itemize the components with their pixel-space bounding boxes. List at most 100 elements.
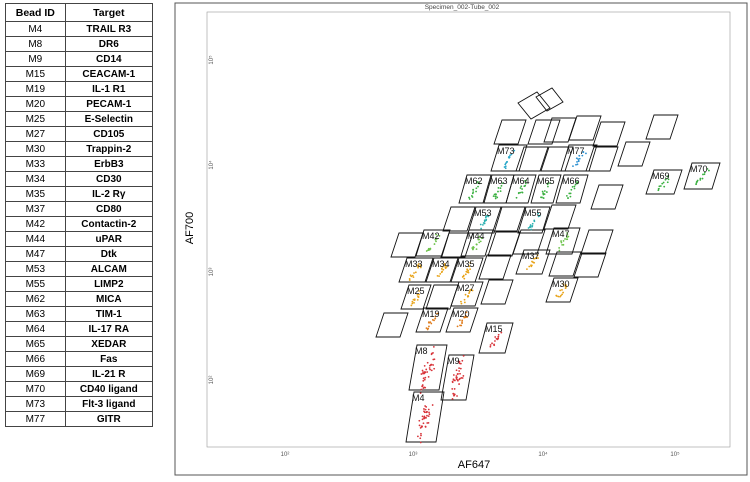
event-dot [429, 368, 431, 371]
event-dot [419, 426, 422, 429]
event-dot [461, 322, 463, 325]
gate-label: M4 [412, 393, 425, 403]
event-dot [462, 375, 465, 377]
event-dot [459, 372, 461, 375]
event-dot [419, 264, 422, 267]
event-dot [480, 227, 483, 230]
event-dot [657, 189, 660, 192]
event-dot [478, 241, 481, 244]
event-dot [573, 185, 576, 188]
event-dot [458, 370, 461, 372]
event-dot [457, 373, 459, 375]
event-dot [702, 173, 704, 176]
event-dot [485, 215, 488, 217]
event-dot [422, 372, 424, 375]
event-dot [549, 182, 551, 185]
gate [560, 144, 598, 172]
gate [458, 174, 492, 204]
event-dot [696, 180, 698, 183]
event-dot [558, 249, 561, 252]
event-dot [526, 268, 528, 271]
gate-label: M20 [452, 309, 470, 319]
event-dot [577, 159, 580, 162]
event-dot [469, 268, 471, 271]
event-dot [464, 293, 467, 296]
table-row: M69 IL-21 R [5, 366, 154, 382]
event-dot [479, 240, 482, 243]
gate-label: M15 [485, 324, 503, 334]
event-dot [708, 169, 710, 172]
event-dot [421, 425, 424, 428]
event-dot [429, 247, 432, 250]
event-dot [419, 437, 422, 440]
event-dot [419, 392, 422, 394]
gate-label: M63 [490, 176, 508, 186]
event-dot [422, 377, 425, 380]
event-dot [497, 190, 499, 193]
gate [555, 174, 589, 204]
event-dot [577, 158, 580, 161]
event-dot [572, 165, 574, 168]
event-dot [451, 398, 454, 400]
event-dot [475, 243, 478, 246]
gate [645, 169, 683, 195]
event-dot [499, 190, 502, 193]
gate [487, 231, 521, 257]
event-dot [408, 279, 411, 282]
event-dot [475, 187, 478, 190]
event-dot [420, 373, 423, 375]
table-row: M44 uPAR [5, 231, 154, 247]
event-dot [504, 163, 507, 166]
gate [478, 254, 512, 280]
event-dot [497, 335, 500, 338]
gate-label: M33 [405, 259, 423, 269]
event-dot [420, 432, 422, 435]
event-dot [421, 369, 424, 372]
event-dot [434, 238, 437, 241]
event-dot [542, 193, 545, 195]
event-dot [562, 291, 565, 294]
event-dot [458, 383, 460, 385]
event-dot [561, 289, 563, 291]
event-dot [478, 238, 481, 241]
gate [568, 115, 602, 141]
event-dot [460, 377, 463, 379]
gate-label: M65 [537, 176, 555, 186]
event-dot [433, 367, 436, 370]
event-dot [564, 238, 566, 240]
event-dot [699, 179, 702, 181]
event-dot [425, 416, 427, 419]
event-dot [438, 275, 440, 277]
gate [580, 229, 614, 255]
event-dot [425, 411, 428, 414]
event-dot [578, 154, 581, 157]
event-dot [471, 247, 474, 249]
event-dot [571, 185, 574, 188]
event-dot [431, 318, 434, 321]
event-dot [423, 371, 426, 373]
event-dot [430, 322, 433, 325]
event-dot [494, 336, 497, 338]
event-dot [421, 418, 424, 421]
gate [425, 257, 459, 283]
event-dot [467, 269, 470, 272]
event-dot [494, 340, 496, 342]
event-dot [524, 179, 527, 182]
event-dot [468, 196, 470, 199]
event-dot [468, 290, 471, 293]
event-dot [411, 302, 414, 305]
gate [440, 232, 474, 258]
event-dot [425, 368, 428, 371]
event-dot [573, 187, 576, 190]
event-dot [461, 359, 464, 362]
event-dot [558, 247, 561, 249]
event-dot [578, 157, 581, 160]
event-dot [519, 187, 522, 189]
event-dot [533, 257, 535, 260]
event-dot [469, 289, 472, 292]
event-dot [496, 338, 499, 341]
event-dot [416, 435, 419, 438]
event-dot [472, 248, 474, 251]
event-dot [467, 295, 470, 298]
event-dot [459, 367, 462, 370]
